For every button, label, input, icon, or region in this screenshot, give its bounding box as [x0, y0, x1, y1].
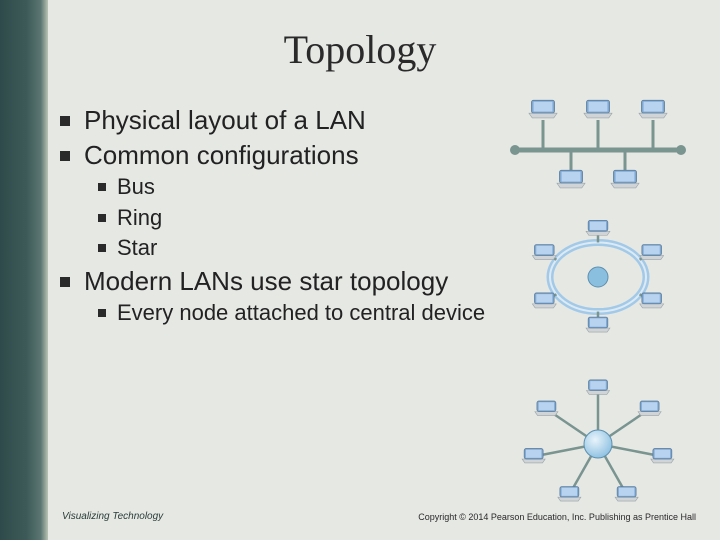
bullet-text: Modern LANs use star topology [84, 265, 500, 298]
bullet-text: Star [117, 234, 500, 263]
bullet-lvl2: Star [98, 234, 500, 263]
bullet-marker [60, 151, 70, 161]
bus-topology-diagram [498, 90, 698, 190]
bullet-marker [60, 116, 70, 126]
bullet-text: Ring [117, 204, 500, 233]
bullet-lvl2: Ring [98, 204, 500, 233]
slide-title: Topology [0, 26, 720, 73]
bullet-lvl1: Modern LANs use star topology [60, 265, 500, 298]
decorative-sidebar [0, 0, 48, 540]
star-topology-diagram [498, 364, 698, 524]
bullet-marker [98, 309, 106, 317]
bullet-text: Every node attached to central device [117, 299, 500, 328]
bullet-marker [98, 214, 106, 222]
slide-body: Physical layout of a LAN Common configur… [60, 104, 500, 330]
footer-copyright: Copyright © 2014 Pearson Education, Inc.… [418, 512, 696, 522]
bullet-marker [60, 277, 70, 287]
footer-book-title: Visualizing Technology [62, 511, 163, 522]
bullet-lvl2: Bus [98, 173, 500, 202]
bullet-lvl2: Every node attached to central device [98, 299, 500, 328]
bullet-text: Physical layout of a LAN [84, 104, 500, 137]
bullet-lvl1: Physical layout of a LAN [60, 104, 500, 137]
ring-topology-diagram [498, 202, 698, 352]
bullet-marker [98, 183, 106, 191]
bullet-text: Bus [117, 173, 500, 202]
topology-diagrams [498, 90, 698, 500]
bullet-marker [98, 244, 106, 252]
bullet-text: Common configurations [84, 139, 500, 172]
bullet-lvl1: Common configurations [60, 139, 500, 172]
